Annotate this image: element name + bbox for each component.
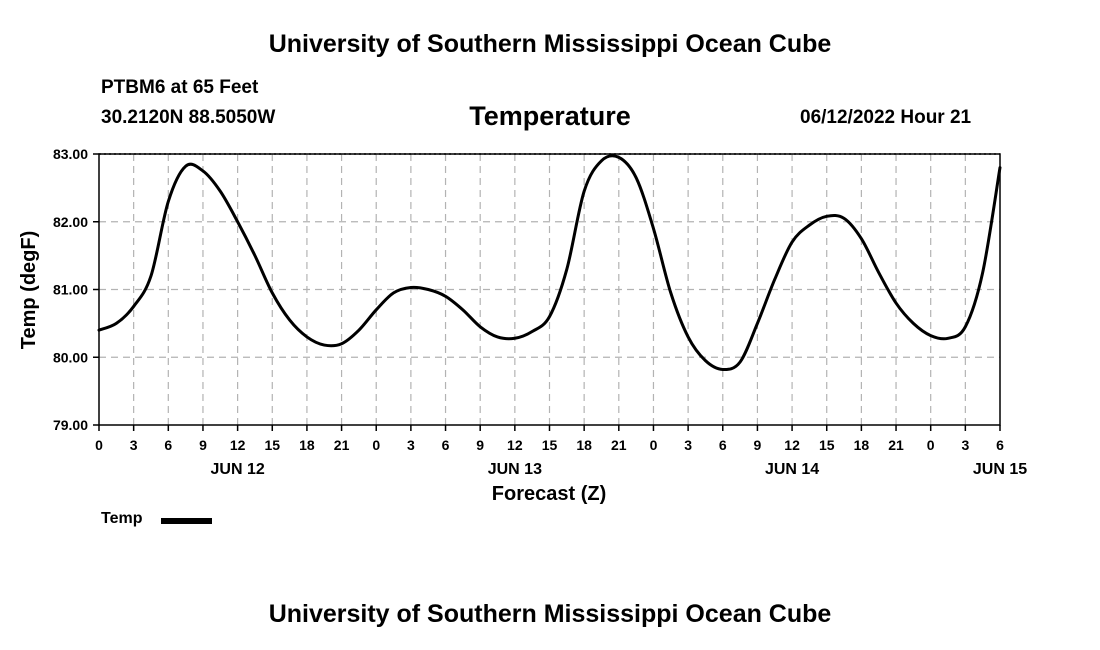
legend-temp-swatch [161,518,212,524]
y-tick-label: 82.00 [53,214,88,230]
x-tick-label: 3 [407,437,415,453]
x-tick-label: 9 [754,437,762,453]
x-tick-label: 3 [130,437,138,453]
temp-series-line [97,154,1002,372]
date-label: JUN 12 [210,461,264,478]
x-tick-label: 9 [476,437,484,453]
y-tick-label: 79.00 [53,417,88,433]
x-tick-label: 21 [611,437,627,453]
x-tick-label: 18 [854,437,870,453]
x-tick-label: 3 [684,437,692,453]
x-tick-label: 15 [264,437,280,453]
y-tick-label: 80.00 [53,349,88,365]
bottom-title: University of Southern Mississippi Ocean… [268,600,832,628]
date-label: JUN 15 [973,461,1027,478]
ticks-layer [93,153,1001,431]
x-tick-label: 18 [299,437,315,453]
station-label: PTBM6 at 65 Feet [101,77,259,98]
labels-layer: 79.00 80.00 81.00 82.00 83.00 0 3 6 9 12 15 18 21 0 3 6… [53,146,1027,478]
x-tick-label: 3 [961,437,969,453]
x-tick-label: 0 [927,437,935,453]
x-tick-label: 6 [719,437,727,453]
y-tick-label: 83.00 [53,146,88,162]
x-tick-label: 15 [542,437,558,453]
legend-temp-label: Temp [101,510,143,527]
x-tick-label: 6 [164,437,172,453]
x-tick-label: 0 [650,437,658,453]
x-tick-label: 12 [507,437,523,453]
x-tick-label: 12 [784,437,800,453]
chart-title: Temperature [469,101,631,131]
x-tick-label: 21 [334,437,350,453]
x-tick-label: 15 [819,437,835,453]
x-tick-label: 21 [888,437,904,453]
top-title: University of Southern Mississippi Ocean… [268,30,832,58]
date-label: JUN 14 [765,461,819,478]
y-axis-label: Temp (degF) [18,231,40,350]
x-tick-label: 6 [996,437,1004,453]
y-tick-label: 81.00 [53,282,88,298]
grid-layer [99,154,1000,425]
x-tick-label: 0 [372,437,380,453]
x-tick-label: 18 [576,437,592,453]
date-label: JUN 13 [488,461,542,478]
x-tick-label: 9 [199,437,207,453]
x-tick-label: 12 [230,437,246,453]
x-axis-label: Forecast (Z) [492,483,606,505]
x-tick-label: 6 [442,437,450,453]
x-tick-label: 0 [95,437,103,453]
forecast-datetime: 06/12/2022 Hour 21 [800,107,972,128]
station-coordinates: 30.2120N 88.5050W [101,107,276,128]
